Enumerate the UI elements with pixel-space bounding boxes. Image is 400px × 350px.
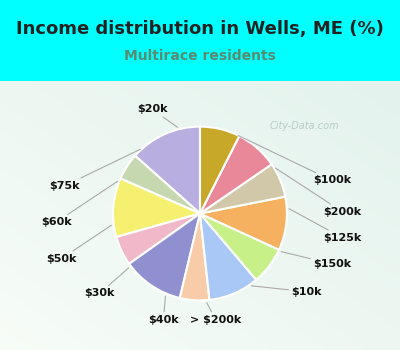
Wedge shape	[116, 214, 200, 264]
Text: $50k: $50k	[46, 225, 111, 264]
Wedge shape	[200, 197, 287, 250]
Wedge shape	[129, 214, 200, 298]
Text: $150k: $150k	[281, 252, 351, 269]
Wedge shape	[113, 178, 200, 237]
Text: $30k: $30k	[84, 268, 129, 299]
Text: > $200k: > $200k	[190, 303, 241, 324]
Text: $125k: $125k	[289, 209, 362, 243]
Text: $10k: $10k	[251, 286, 322, 297]
Wedge shape	[200, 214, 279, 280]
Text: Income distribution in Wells, ME (%): Income distribution in Wells, ME (%)	[16, 20, 384, 38]
Wedge shape	[200, 127, 239, 214]
Wedge shape	[200, 164, 285, 214]
Text: $40k: $40k	[148, 296, 179, 324]
Wedge shape	[200, 214, 256, 300]
Text: $100k: $100k	[238, 135, 351, 186]
Text: $75k: $75k	[50, 149, 140, 191]
Wedge shape	[180, 214, 210, 300]
Text: $60k: $60k	[41, 181, 118, 227]
Wedge shape	[120, 156, 200, 214]
Text: Multirace residents: Multirace residents	[124, 49, 276, 63]
Text: City-Data.com: City-Data.com	[269, 121, 339, 131]
Wedge shape	[200, 136, 272, 214]
Text: $20k: $20k	[137, 104, 178, 127]
Wedge shape	[135, 127, 200, 214]
Text: $200k: $200k	[276, 168, 362, 217]
